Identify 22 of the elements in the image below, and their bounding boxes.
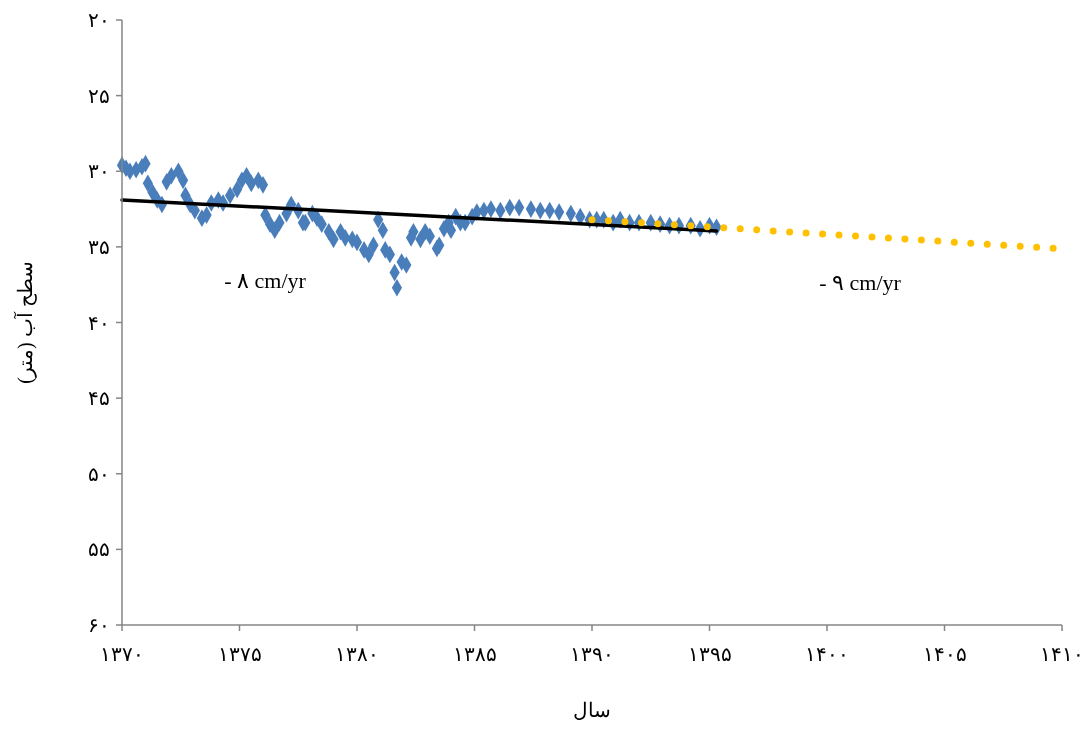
y-tick-label: ۲۵ [88, 84, 110, 107]
x-tick-label: ۱۳۸۰ [335, 643, 379, 665]
y-tick-label: ۳۰ [88, 160, 110, 183]
x-tick-label: ۱۳۷۵ [217, 643, 262, 665]
annotation: - ۹ cm/yr [819, 269, 902, 295]
y-axis-title: سطح آب (متر) [13, 261, 37, 384]
x-tick-label: ۱۳۷۰ [100, 643, 144, 665]
x-tick-label: ۱۳۹۵ [687, 643, 732, 665]
y-tick-label: ۵۵ [88, 538, 110, 561]
x-tick-label: ۱۳۸۵ [452, 643, 497, 665]
y-tick-label: ۵۰ [88, 462, 110, 485]
y-tick-label: ۶۰ [88, 614, 110, 636]
y-tick-label: ۴۵ [88, 387, 110, 410]
x-tick-label: ۱۳۹۰ [570, 643, 614, 665]
y-tick-label: ۴۰ [88, 311, 110, 334]
y-tick-label: ۳۵ [88, 235, 110, 258]
y-tick-label: ۲۰ [88, 9, 110, 31]
annotation: - ۸ cm/yr [224, 267, 307, 293]
x-tick-label: ۱۴۱۰ [1040, 643, 1084, 665]
x-axis-title: سال [573, 699, 611, 721]
x-tick-label: ۱۴۰۵ [922, 643, 967, 665]
x-tick-label: ۱۴۰۰ [805, 643, 849, 665]
